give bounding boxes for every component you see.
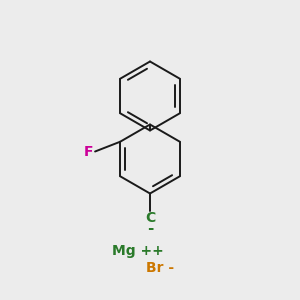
Text: F: F [84, 145, 93, 158]
Text: -: - [147, 221, 153, 236]
Text: Br -: Br - [146, 262, 175, 275]
Text: Mg ++: Mg ++ [112, 244, 164, 257]
Text: C: C [145, 211, 155, 224]
